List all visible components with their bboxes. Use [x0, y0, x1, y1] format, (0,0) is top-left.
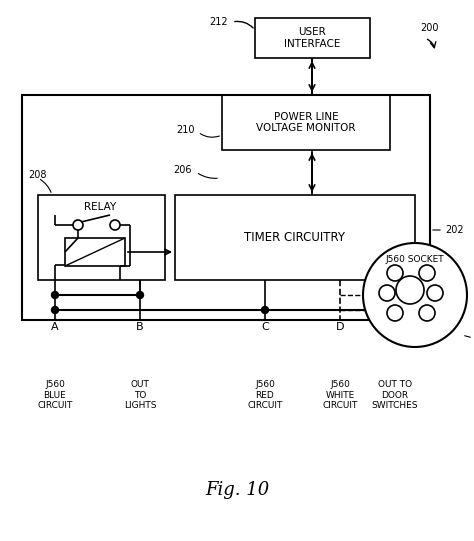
- Text: J560
WHITE
CIRCUIT: J560 WHITE CIRCUIT: [322, 380, 358, 410]
- Circle shape: [363, 243, 467, 347]
- Text: RELAY: RELAY: [84, 202, 116, 212]
- Bar: [65, 238, 125, 266]
- Circle shape: [262, 307, 268, 313]
- Text: A: A: [51, 322, 59, 332]
- Bar: [38, 195, 165, 280]
- Text: OUT TO
DOOR
SWITCHES: OUT TO DOOR SWITCHES: [372, 380, 418, 410]
- Text: C: C: [261, 322, 269, 332]
- Text: J560 SOCKET: J560 SOCKET: [386, 255, 444, 265]
- Text: 206: 206: [173, 165, 192, 175]
- Text: Fig. 10: Fig. 10: [205, 481, 269, 499]
- Bar: [222, 95, 390, 150]
- Bar: [255, 18, 370, 58]
- Circle shape: [52, 307, 58, 313]
- Text: 212: 212: [210, 17, 228, 27]
- Circle shape: [137, 292, 144, 299]
- Text: J560
RED
CIRCUIT: J560 RED CIRCUIT: [247, 380, 283, 410]
- Text: OUT
TO
LIGHTS: OUT TO LIGHTS: [124, 380, 156, 410]
- Text: 202: 202: [445, 225, 464, 235]
- Text: 200: 200: [420, 23, 438, 33]
- Text: USER
INTERFACE: USER INTERFACE: [284, 27, 341, 49]
- Text: TIMER CIRCUITRY: TIMER CIRCUITRY: [245, 231, 346, 244]
- Circle shape: [52, 292, 58, 299]
- Text: E: E: [392, 322, 399, 332]
- Text: 210: 210: [176, 125, 195, 135]
- Text: B: B: [136, 322, 144, 332]
- Bar: [175, 195, 415, 280]
- Text: 208: 208: [28, 170, 46, 180]
- Bar: [22, 95, 430, 320]
- Text: D: D: [336, 322, 344, 332]
- Text: POWER LINE
VOLTAGE MONITOR: POWER LINE VOLTAGE MONITOR: [256, 111, 356, 133]
- Text: J560
BLUE
CIRCUIT: J560 BLUE CIRCUIT: [37, 380, 73, 410]
